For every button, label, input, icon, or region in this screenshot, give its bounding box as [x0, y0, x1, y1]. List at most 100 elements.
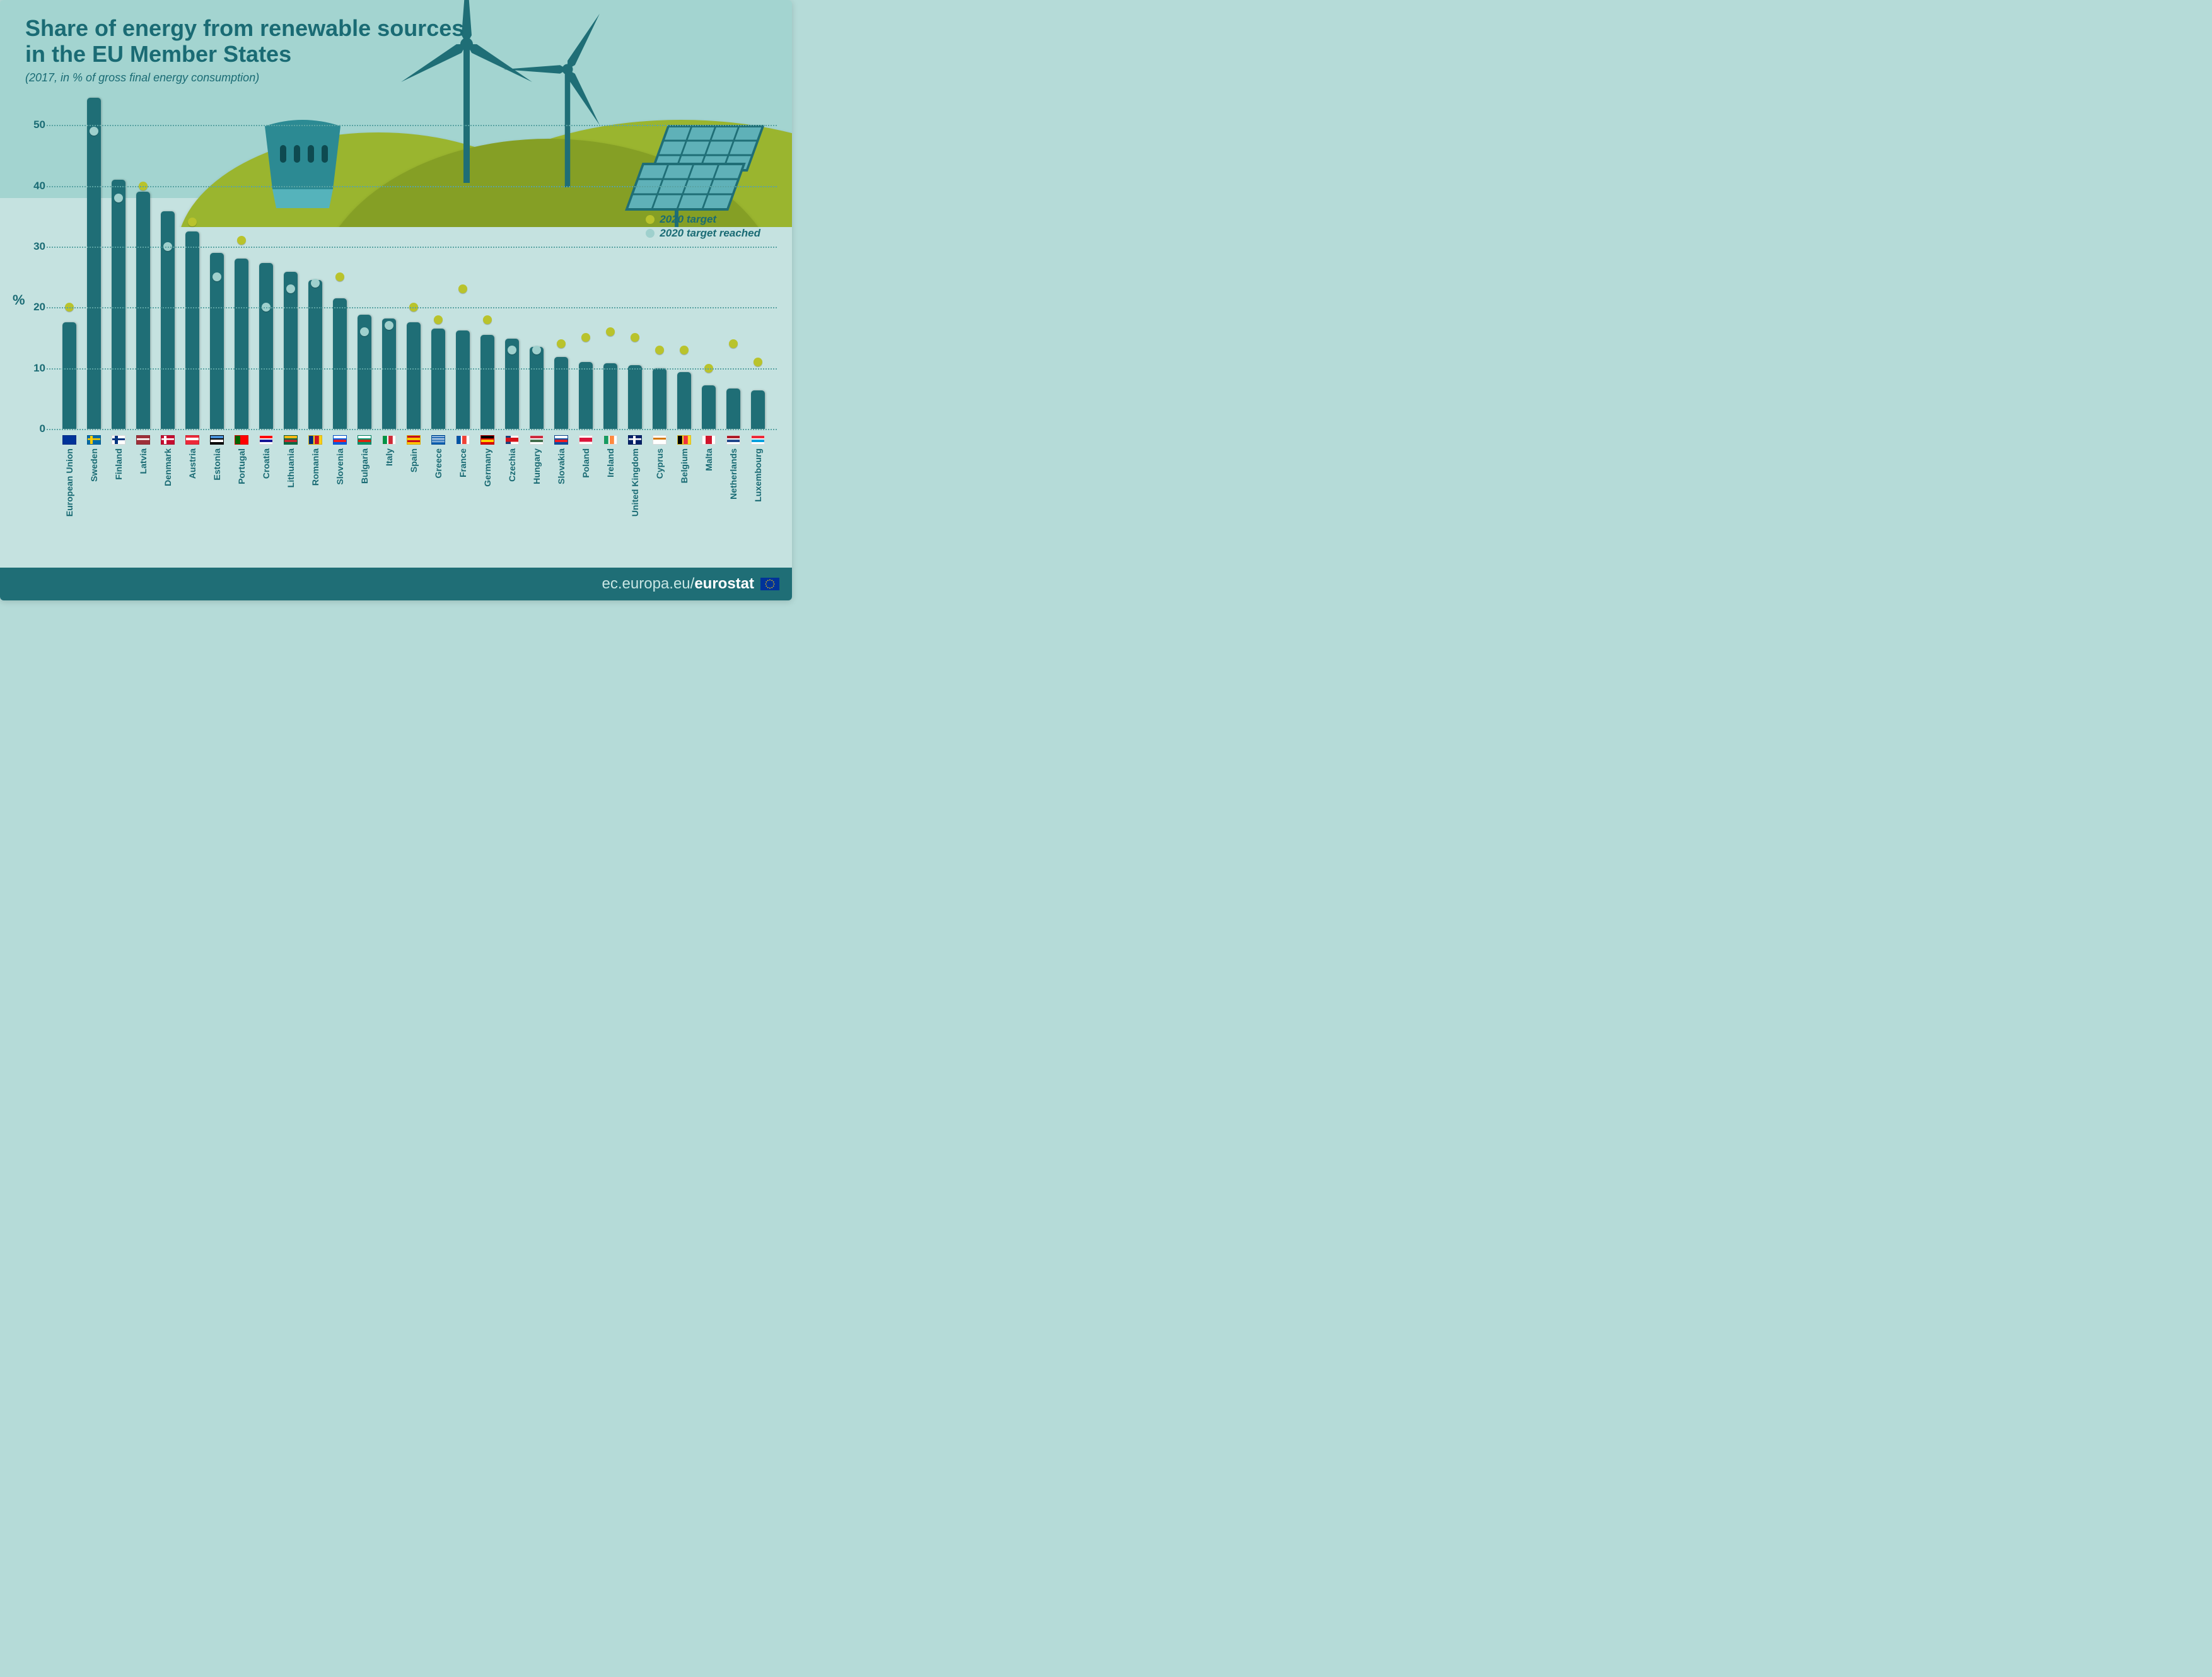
- chart-title-line2: in the EU Member States: [25, 41, 464, 67]
- bar-slot: [253, 95, 278, 429]
- bar: [751, 390, 765, 429]
- x-slot: Romania: [303, 435, 327, 517]
- flag-icon: [87, 435, 101, 445]
- x-label: Poland: [581, 448, 591, 478]
- bar-slot: [451, 95, 475, 429]
- flag-icon: [628, 435, 642, 445]
- x-slot: Belgium: [672, 435, 697, 517]
- x-slot: Netherlands: [721, 435, 746, 517]
- x-label: Latvia: [138, 448, 148, 474]
- infographic-page: Share of energy from renewable sources i…: [0, 0, 792, 600]
- x-label: Hungary: [532, 448, 542, 484]
- bar: [112, 180, 125, 429]
- target-dot: [680, 346, 689, 354]
- target-dot: [557, 339, 566, 348]
- target-dot: [606, 327, 615, 336]
- target-dot: [434, 315, 443, 324]
- bar: [603, 363, 617, 429]
- flag-icon: [382, 435, 396, 445]
- flag-icon: [431, 435, 445, 445]
- x-label: Croatia: [261, 448, 271, 479]
- x-slot: Poland: [574, 435, 598, 517]
- flag-icon: [284, 435, 298, 445]
- grid-line: [47, 247, 777, 248]
- flag-icon: [480, 435, 494, 445]
- flag-icon: [702, 435, 716, 445]
- target-reached-dot: [212, 272, 221, 281]
- x-slot: Sweden: [81, 435, 106, 517]
- bar-slot: [672, 95, 697, 429]
- target-reached-dot: [532, 346, 541, 354]
- bar: [62, 322, 76, 429]
- x-slot: Slovakia: [549, 435, 574, 517]
- bar-slot: [352, 95, 376, 429]
- bar: [628, 365, 642, 429]
- x-slot: Spain: [401, 435, 426, 517]
- y-tick-label: 10: [23, 362, 45, 375]
- grid-line: [47, 186, 777, 187]
- flag-icon: [530, 435, 544, 445]
- x-slot: Malta: [697, 435, 721, 517]
- grid-line: [47, 307, 777, 308]
- flag-icon: [579, 435, 593, 445]
- x-slot: Austria: [180, 435, 204, 517]
- flag-icon: [308, 435, 322, 445]
- x-label: Bulgaria: [359, 448, 370, 484]
- bar-slot: [57, 95, 81, 429]
- x-slot: Finland: [106, 435, 131, 517]
- grid-line: [47, 368, 777, 370]
- x-label: Luxembourg: [753, 448, 763, 502]
- target-reached-dot: [508, 346, 516, 354]
- bar-slot: [401, 95, 426, 429]
- flag-icon: [62, 435, 76, 445]
- x-label: Germany: [482, 448, 492, 487]
- bar-slot: [303, 95, 327, 429]
- target-dot: [729, 339, 738, 348]
- x-slot: European Union: [57, 435, 81, 517]
- flag-icon: [358, 435, 371, 445]
- target-dot: [458, 284, 467, 293]
- x-label: Sweden: [89, 448, 99, 482]
- bar-slot: [598, 95, 623, 429]
- flag-icon: [726, 435, 740, 445]
- x-label: Italy: [384, 448, 394, 466]
- y-tick-label: 40: [23, 180, 45, 192]
- bar-slot: [131, 95, 155, 429]
- x-label: Cyprus: [655, 448, 665, 479]
- y-tick-label: 0: [23, 423, 45, 435]
- flag-icon: [235, 435, 248, 445]
- x-label: Slovenia: [335, 448, 345, 485]
- x-label: European Union: [64, 448, 74, 517]
- target-dot: [581, 333, 590, 342]
- flag-icon: [185, 435, 199, 445]
- bar-slot: [426, 95, 450, 429]
- flag-icon: [136, 435, 150, 445]
- bar: [726, 389, 740, 429]
- flag-icon: [112, 435, 125, 445]
- target-dot: [655, 346, 664, 354]
- bar-slot: [155, 95, 180, 429]
- x-label: Spain: [409, 448, 419, 472]
- grid-line: [47, 125, 777, 126]
- bar: [333, 298, 347, 429]
- x-label: Netherlands: [728, 448, 738, 500]
- x-slot: Denmark: [155, 435, 180, 517]
- chart-area: % 01020304050 European UnionSwedenFinlan…: [50, 95, 777, 506]
- bar: [480, 335, 494, 429]
- x-slot: Croatia: [253, 435, 278, 517]
- flag-icon: [603, 435, 617, 445]
- flag-icon: [456, 435, 470, 445]
- x-label: Denmark: [163, 448, 173, 486]
- bar-slot: [697, 95, 721, 429]
- x-label: Ireland: [605, 448, 615, 477]
- x-label: Lithuania: [286, 448, 296, 488]
- x-label: Malta: [704, 448, 714, 471]
- bar-slot: [746, 95, 771, 429]
- x-slot: Hungary: [525, 435, 549, 517]
- bar: [136, 192, 150, 429]
- target-reached-dot: [90, 127, 98, 136]
- bar-slot: [106, 95, 131, 429]
- flag-icon: [653, 435, 667, 445]
- bar-slot: [648, 95, 672, 429]
- bar-slot: [525, 95, 549, 429]
